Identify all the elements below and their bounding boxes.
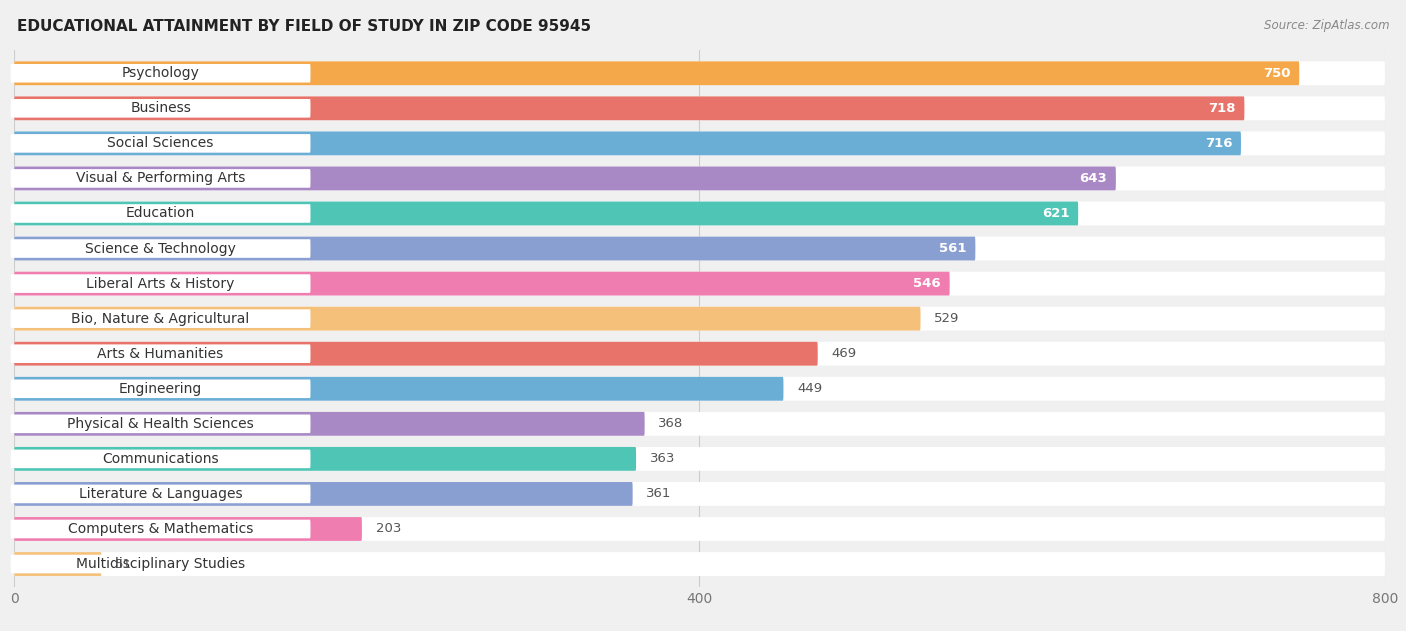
Text: 529: 529 [934,312,960,325]
FancyBboxPatch shape [14,552,1385,576]
Text: Liberal Arts & History: Liberal Arts & History [86,276,235,291]
Text: Psychology: Psychology [122,66,200,80]
FancyBboxPatch shape [14,412,1385,436]
Text: Arts & Humanities: Arts & Humanities [97,346,224,361]
FancyBboxPatch shape [14,167,1116,191]
Text: 546: 546 [914,277,941,290]
Text: 643: 643 [1080,172,1108,185]
FancyBboxPatch shape [14,517,361,541]
FancyBboxPatch shape [14,237,1385,261]
FancyBboxPatch shape [11,345,311,363]
FancyBboxPatch shape [14,342,818,365]
FancyBboxPatch shape [11,309,311,328]
FancyBboxPatch shape [14,201,1385,225]
Text: 621: 621 [1042,207,1070,220]
FancyBboxPatch shape [14,307,1385,331]
FancyBboxPatch shape [14,272,1385,295]
FancyBboxPatch shape [14,482,633,506]
FancyBboxPatch shape [11,485,311,504]
Text: 368: 368 [658,417,683,430]
FancyBboxPatch shape [14,482,1385,506]
FancyBboxPatch shape [11,99,311,117]
Text: 561: 561 [939,242,967,255]
FancyBboxPatch shape [14,412,644,436]
Text: Literature & Languages: Literature & Languages [79,487,242,501]
FancyBboxPatch shape [14,342,1385,365]
FancyBboxPatch shape [11,555,311,574]
Text: Multidisciplinary Studies: Multidisciplinary Studies [76,557,245,571]
FancyBboxPatch shape [11,204,311,223]
Text: 361: 361 [647,487,672,500]
FancyBboxPatch shape [11,134,311,153]
FancyBboxPatch shape [11,64,311,83]
FancyBboxPatch shape [14,97,1385,121]
FancyBboxPatch shape [14,447,1385,471]
Text: 51: 51 [115,558,132,570]
FancyBboxPatch shape [14,131,1241,155]
Text: Social Sciences: Social Sciences [107,136,214,150]
FancyBboxPatch shape [14,517,1385,541]
FancyBboxPatch shape [14,307,921,331]
Text: 469: 469 [831,347,856,360]
Text: 449: 449 [797,382,823,395]
FancyBboxPatch shape [14,201,1078,225]
Text: 363: 363 [650,452,675,466]
FancyBboxPatch shape [14,167,1385,191]
FancyBboxPatch shape [11,415,311,433]
Text: Bio, Nature & Agricultural: Bio, Nature & Agricultural [72,312,250,326]
FancyBboxPatch shape [11,239,311,258]
FancyBboxPatch shape [14,447,636,471]
Text: 203: 203 [375,522,401,536]
FancyBboxPatch shape [11,379,311,398]
Text: EDUCATIONAL ATTAINMENT BY FIELD OF STUDY IN ZIP CODE 95945: EDUCATIONAL ATTAINMENT BY FIELD OF STUDY… [17,19,591,34]
FancyBboxPatch shape [11,449,311,468]
FancyBboxPatch shape [14,377,783,401]
Text: Source: ZipAtlas.com: Source: ZipAtlas.com [1264,19,1389,32]
FancyBboxPatch shape [14,552,101,576]
Text: Physical & Health Sciences: Physical & Health Sciences [67,417,254,431]
FancyBboxPatch shape [14,61,1299,85]
Text: Engineering: Engineering [120,382,202,396]
Text: Visual & Performing Arts: Visual & Performing Arts [76,172,245,186]
FancyBboxPatch shape [11,274,311,293]
Text: Education: Education [127,206,195,220]
Text: Computers & Mathematics: Computers & Mathematics [67,522,253,536]
FancyBboxPatch shape [14,272,949,295]
FancyBboxPatch shape [14,377,1385,401]
FancyBboxPatch shape [14,61,1385,85]
FancyBboxPatch shape [14,131,1385,155]
FancyBboxPatch shape [14,237,976,261]
Text: 716: 716 [1205,137,1233,150]
FancyBboxPatch shape [11,169,311,188]
FancyBboxPatch shape [14,97,1244,121]
Text: Business: Business [131,102,191,115]
Text: 718: 718 [1208,102,1236,115]
Text: Science & Technology: Science & Technology [86,242,236,256]
Text: 750: 750 [1263,67,1291,80]
Text: Communications: Communications [103,452,219,466]
FancyBboxPatch shape [11,520,311,538]
